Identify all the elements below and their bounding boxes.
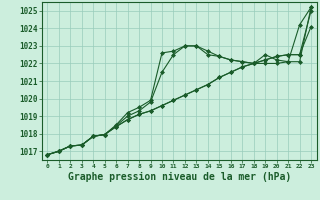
X-axis label: Graphe pression niveau de la mer (hPa): Graphe pression niveau de la mer (hPa) <box>68 172 291 182</box>
